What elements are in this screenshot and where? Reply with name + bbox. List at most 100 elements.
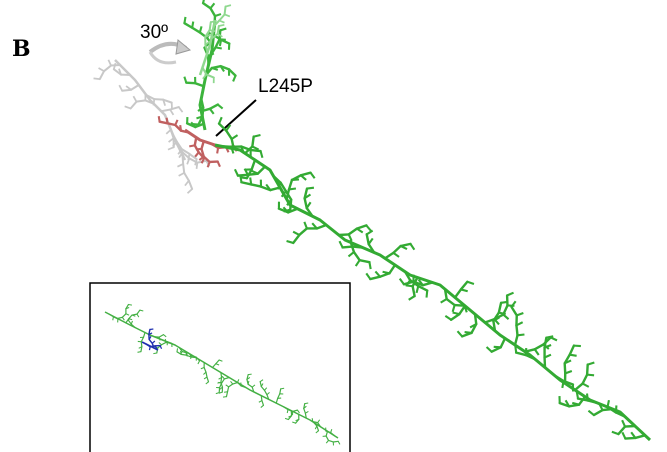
molecule — [94, 0, 650, 440]
bond — [575, 384, 583, 390]
bond — [220, 29, 226, 31]
rotation-arrow — [150, 52, 176, 63]
bond — [546, 336, 553, 337]
bond — [339, 241, 342, 247]
bond — [137, 310, 140, 314]
bond — [159, 116, 160, 122]
bond — [235, 169, 238, 175]
bond — [100, 71, 104, 79]
rotation-label: 30º — [140, 22, 168, 43]
bond — [221, 377, 222, 382]
bond — [140, 310, 143, 311]
bond — [551, 337, 557, 340]
bond — [287, 241, 294, 243]
bond — [183, 164, 184, 173]
bond — [565, 363, 566, 373]
bond — [211, 21, 216, 22]
bond — [501, 302, 508, 303]
bond — [219, 117, 222, 123]
bond — [252, 160, 255, 169]
bond — [125, 106, 131, 108]
bond — [299, 228, 307, 235]
bond — [367, 234, 369, 244]
bond — [261, 405, 264, 407]
bond — [333, 441, 338, 442]
bond — [587, 365, 588, 375]
bond — [184, 17, 185, 23]
bond — [260, 382, 261, 387]
bond — [290, 200, 291, 210]
bond — [213, 364, 216, 368]
bond — [326, 436, 328, 440]
bond — [226, 5, 231, 6]
bond — [204, 367, 206, 372]
bond — [219, 25, 224, 26]
inset-molecule — [105, 304, 340, 445]
bond — [423, 283, 433, 286]
bond — [251, 150, 261, 151]
bond — [349, 229, 357, 235]
bond — [94, 78, 100, 79]
bond — [445, 289, 447, 299]
bond — [179, 107, 183, 112]
bond — [410, 244, 414, 250]
bond — [118, 317, 123, 318]
bond — [141, 342, 142, 347]
bond — [261, 396, 262, 401]
bond — [515, 335, 517, 345]
bond — [218, 26, 219, 34]
bond — [207, 377, 209, 382]
bond — [401, 244, 411, 246]
bond — [499, 303, 501, 313]
bond — [183, 155, 184, 164]
bond — [233, 383, 238, 385]
bond — [588, 362, 595, 364]
bond — [357, 225, 366, 228]
bond — [329, 440, 334, 442]
bond — [104, 66, 111, 72]
bond — [188, 189, 193, 193]
bond — [418, 286, 427, 291]
bond — [225, 7, 226, 15]
bond — [177, 348, 178, 351]
bond — [270, 188, 280, 191]
bond — [206, 372, 207, 377]
bond — [261, 151, 263, 158]
mutation-label: L245P — [258, 76, 313, 97]
bond — [608, 400, 609, 407]
bond — [189, 181, 192, 189]
bond — [404, 282, 414, 285]
bond — [311, 173, 315, 179]
bond — [149, 339, 152, 343]
bond — [252, 137, 253, 147]
bond — [297, 410, 299, 413]
bond — [261, 387, 264, 391]
bond — [367, 231, 373, 235]
bond — [136, 100, 145, 101]
bond — [515, 346, 516, 353]
bond — [317, 426, 319, 431]
bond — [475, 314, 476, 324]
panel-label: B — [12, 36, 31, 62]
bond — [260, 380, 263, 382]
bond — [160, 122, 168, 124]
bond — [210, 105, 218, 109]
bond — [622, 432, 625, 438]
bond — [317, 225, 326, 228]
bond — [467, 282, 474, 284]
bond — [132, 314, 137, 315]
bond — [141, 337, 143, 341]
bond — [625, 426, 635, 427]
bond — [226, 392, 227, 397]
bond — [258, 167, 265, 174]
bond — [206, 382, 209, 384]
bond — [400, 279, 404, 285]
bond — [366, 273, 370, 279]
bond — [222, 379, 225, 383]
bond — [122, 314, 126, 318]
bond — [198, 361, 200, 364]
bond — [507, 293, 513, 296]
bond — [301, 173, 311, 176]
bond — [210, 8, 215, 16]
bond — [221, 373, 222, 378]
